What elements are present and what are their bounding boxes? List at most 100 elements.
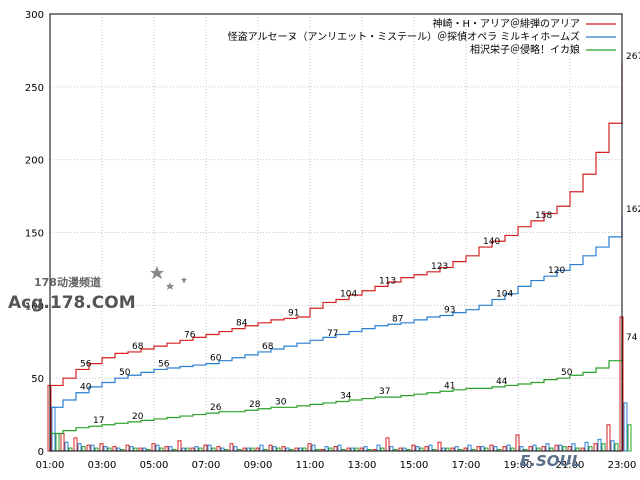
bar-blue <box>363 446 368 452</box>
bar-blue <box>194 446 199 452</box>
bar-red <box>86 444 91 452</box>
x-tick-label: 07:00 <box>192 460 221 471</box>
bar-green <box>627 424 632 452</box>
bar-blue <box>493 446 498 452</box>
bar-blue <box>64 441 69 452</box>
data-label: 120 <box>548 266 565 276</box>
bar-blue <box>337 444 342 452</box>
x-tick-label: 11:00 <box>296 460 325 471</box>
series-line-2 <box>50 215 623 408</box>
y-tick-label: 150 <box>25 229 44 240</box>
data-label: 50 <box>561 368 573 378</box>
lines-layer <box>50 62 623 435</box>
bar-red <box>424 446 429 452</box>
bar-blue <box>610 440 615 452</box>
bar-red <box>125 444 130 452</box>
bar-red <box>476 446 481 452</box>
bar-green <box>81 446 86 452</box>
bar-blue <box>506 444 511 452</box>
bar-red <box>567 446 572 452</box>
y-tick-label: 200 <box>25 156 44 167</box>
bars-layer <box>47 316 632 452</box>
data-label: 68 <box>262 342 274 352</box>
bar-red <box>60 433 65 452</box>
bar-blue <box>272 446 277 452</box>
data-label: 68 <box>132 342 144 352</box>
bar-blue <box>545 443 550 452</box>
data-label: 56 <box>158 359 170 369</box>
data-label: 84 <box>236 319 248 329</box>
data-label: 34 <box>340 391 352 401</box>
y-tick-label: 50 <box>31 374 44 385</box>
y-tick-label: 300 <box>25 10 44 21</box>
bar-red <box>281 446 286 452</box>
bar-blue <box>324 446 329 452</box>
data-label: 267 <box>626 52 640 62</box>
data-label: 30 <box>275 397 287 407</box>
series-line-1 <box>50 62 623 387</box>
bar-red <box>333 446 338 452</box>
x-tick-label: 19:00 <box>504 460 533 471</box>
bar-green <box>55 433 60 452</box>
bar-blue <box>233 446 238 452</box>
bar-blue <box>77 443 82 452</box>
grid <box>49 13 623 451</box>
bar-blue <box>454 446 459 452</box>
y-tick-label: 0 <box>38 447 44 458</box>
bar-red <box>437 441 442 452</box>
bar-blue <box>571 443 576 452</box>
bar-blue <box>311 444 316 452</box>
legend-label: 相沢栄子＠侵略！イカ娘 <box>470 43 580 56</box>
data-label: 60 <box>210 354 222 364</box>
x-tick-label: 15:00 <box>400 460 429 471</box>
bar-red <box>541 446 546 452</box>
bar-blue <box>519 446 524 452</box>
bar-blue <box>415 446 420 452</box>
bar-red <box>593 443 598 452</box>
data-label: 74 <box>626 333 638 343</box>
plot-frame <box>49 13 623 452</box>
bar-red <box>229 443 234 452</box>
legend: 神崎・H・アリア＠緋弾のアリア怪盗アルセーヌ（アンリエット・ミステール）＠探偵オ… <box>228 17 616 56</box>
data-label: 123 <box>431 262 448 272</box>
bar-red <box>73 437 78 452</box>
bar-blue <box>597 438 602 452</box>
bar-blue <box>428 444 433 452</box>
legend-label: 怪盗アルセーヌ（アンリエット・ミステール）＠探偵オペラ ミルキィホームズ <box>228 30 580 43</box>
bar-red <box>112 446 117 452</box>
bar-green <box>601 443 606 452</box>
bar-red <box>489 444 494 452</box>
data-label: 40 <box>80 383 92 393</box>
bar-green <box>562 446 567 452</box>
data-label: 37 <box>379 387 390 397</box>
bar-blue <box>480 446 485 452</box>
bar-blue <box>623 402 628 452</box>
data-label: 140 <box>483 237 500 247</box>
data-label: 28 <box>249 400 261 410</box>
watermark-line1: 178动漫频道 <box>34 275 101 289</box>
data-label: 44 <box>496 377 508 387</box>
bar-red <box>268 444 273 452</box>
bar-red <box>385 437 390 452</box>
watermark-corner: E.SOUL <box>520 452 581 470</box>
x-tick-label: 23:00 <box>608 460 637 471</box>
y-tick-label: 250 <box>25 83 44 94</box>
bar-blue <box>207 444 212 452</box>
legend-label: 神崎・H・アリア＠緋弾のアリア <box>432 17 580 30</box>
bar-blue <box>51 406 56 452</box>
data-label: 41 <box>444 381 455 391</box>
data-label: 20 <box>132 412 144 422</box>
bar-blue <box>129 446 134 452</box>
data-label: 26 <box>210 403 222 413</box>
data-label: 162 <box>626 205 640 215</box>
data-label: 76 <box>184 330 196 340</box>
x-tick-label: 03:00 <box>88 460 117 471</box>
data-label: 104 <box>496 290 513 300</box>
bar-blue <box>259 444 264 452</box>
series-line-3 <box>50 343 623 435</box>
bar-blue <box>467 444 472 452</box>
bar-red <box>164 446 169 452</box>
bar-red <box>502 446 507 452</box>
data-label: 91 <box>288 308 299 318</box>
